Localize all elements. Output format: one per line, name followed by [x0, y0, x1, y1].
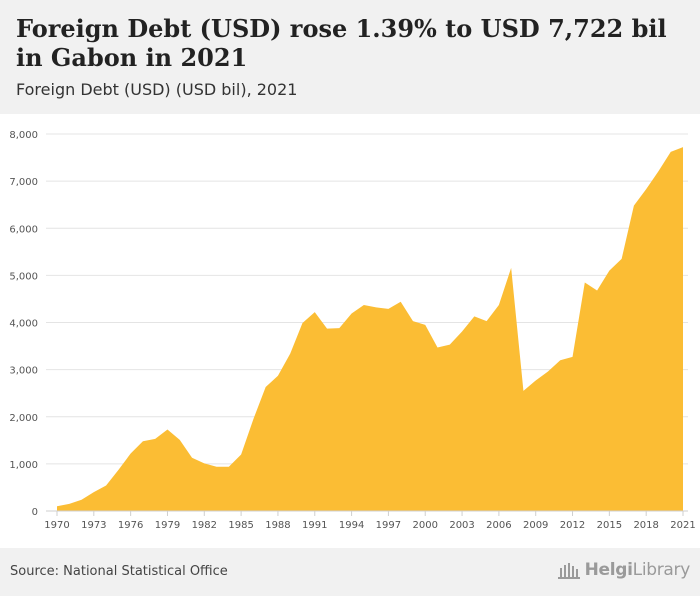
data-point-1993[interactable] [336, 325, 342, 331]
x-tick-label: 1994 [339, 520, 364, 531]
y-tick-label: 0 [32, 507, 38, 518]
data-point-2005[interactable] [484, 318, 490, 324]
y-tick-label: 4,000 [9, 319, 38, 330]
data-point-1972[interactable] [79, 497, 85, 503]
x-tick-label: 1991 [302, 520, 327, 531]
x-tick-label: 1997 [376, 520, 401, 531]
data-point-2006[interactable] [496, 302, 502, 308]
y-tick-label: 5,000 [9, 271, 38, 282]
data-point-1980[interactable] [177, 437, 183, 443]
x-tick-label: 1979 [155, 520, 180, 531]
y-tick-label: 8,000 [9, 130, 38, 141]
data-point-1995[interactable] [361, 302, 367, 308]
data-point-2000[interactable] [422, 322, 428, 328]
data-point-2019[interactable] [655, 168, 661, 174]
data-point-1983[interactable] [214, 464, 220, 470]
y-tick-label: 2,000 [9, 413, 38, 424]
data-point-2010[interactable] [545, 369, 551, 375]
data-point-1998[interactable] [398, 299, 404, 305]
data-point-1996[interactable] [373, 304, 379, 310]
header-band: Foreign Debt (USD) rose 1.39% to USD 7,7… [0, 0, 700, 114]
source-note: Source: National Statistical Office [10, 564, 228, 579]
data-point-1984[interactable] [226, 464, 232, 470]
data-point-2014[interactable] [594, 287, 600, 293]
x-tick-label: 2021 [670, 520, 695, 531]
x-tick-label: 1982 [192, 520, 217, 531]
library-building-icon [557, 563, 580, 579]
x-tick-label: 2015 [597, 520, 622, 531]
data-point-1991[interactable] [312, 309, 318, 315]
data-point-2021[interactable] [680, 144, 686, 150]
page-subtitle: Foreign Debt (USD) (USD bil), 2021 [16, 80, 298, 99]
data-point-2003[interactable] [459, 328, 465, 334]
logo-wordmark: HelgiLibrary [584, 560, 691, 580]
data-point-1977[interactable] [140, 438, 146, 444]
data-point-1981[interactable] [189, 455, 195, 461]
data-point-1976[interactable] [128, 451, 134, 457]
data-point-1986[interactable] [250, 416, 256, 422]
x-tick-label: 1970 [44, 520, 69, 531]
data-point-1979[interactable] [164, 426, 170, 432]
data-point-1978[interactable] [152, 436, 158, 442]
series-area [54, 144, 686, 511]
x-tick-label: 2018 [633, 520, 658, 531]
data-point-2015[interactable] [606, 268, 612, 274]
data-point-1973[interactable] [91, 489, 97, 495]
page-title: Foreign Debt (USD) rose 1.39% to USD 7,7… [16, 14, 667, 72]
x-tick-label: 1976 [118, 520, 143, 531]
data-point-2012[interactable] [570, 354, 576, 360]
data-point-2011[interactable] [557, 357, 563, 363]
logo-bold: Helgi [584, 560, 633, 580]
x-tick-label: 1985 [228, 520, 253, 531]
y-axis: 0 1,000 2,000 3,000 4,000 5,000 6,000 7,000 8,00… [9, 130, 38, 518]
data-point-2001[interactable] [435, 344, 441, 350]
data-point-1997[interactable] [385, 306, 391, 312]
x-tick-label: 2006 [486, 520, 511, 531]
data-point-1975[interactable] [115, 467, 121, 473]
data-point-1987[interactable] [263, 384, 269, 390]
data-point-1989[interactable] [287, 351, 293, 357]
foreign-debt-area [57, 147, 683, 511]
data-point-1990[interactable] [299, 320, 305, 326]
data-point-1988[interactable] [275, 373, 281, 379]
footer-band: Source: National Statistical Office Helg… [0, 548, 700, 596]
x-tick-label: 2000 [413, 520, 438, 531]
y-tick-label: 6,000 [9, 224, 38, 235]
data-point-1985[interactable] [238, 451, 244, 457]
logo-rest: Library [632, 560, 691, 580]
y-tick-label: 1,000 [9, 460, 38, 471]
data-point-2016[interactable] [619, 256, 625, 262]
area-chart: 0 1,000 2,000 3,000 4,000 5,000 6,000 7,000 8,00… [9, 130, 696, 531]
data-point-2017[interactable] [631, 203, 637, 209]
data-point-1970[interactable] [54, 503, 60, 509]
data-point-1982[interactable] [201, 460, 207, 466]
data-point-2007[interactable] [508, 265, 514, 271]
data-point-1971[interactable] [66, 501, 72, 507]
x-tick-label: 1973 [81, 520, 106, 531]
chart-area: 0 1,000 2,000 3,000 4,000 5,000 6,000 7,000 8,00… [0, 114, 700, 544]
data-point-2008[interactable] [520, 388, 526, 394]
x-tick-label: 2009 [523, 520, 548, 531]
x-tick-label: 2003 [449, 520, 474, 531]
data-point-1992[interactable] [324, 326, 330, 332]
helgi-library-logo[interactable]: HelgiLibrary [557, 560, 690, 580]
data-point-1974[interactable] [103, 483, 109, 489]
data-point-2009[interactable] [533, 377, 539, 383]
data-point-2013[interactable] [582, 279, 588, 285]
data-point-2002[interactable] [447, 342, 453, 348]
data-point-2018[interactable] [643, 186, 649, 192]
data-point-1994[interactable] [349, 311, 355, 317]
x-tick-label: 1988 [265, 520, 290, 531]
y-tick-label: 7,000 [9, 177, 38, 188]
y-tick-label: 3,000 [9, 366, 38, 377]
x-axis: 1970 1973 1976 1979 1982 1985 1988 1991 1994 1997… [44, 510, 696, 531]
data-point-1999[interactable] [410, 318, 416, 324]
data-point-2020[interactable] [668, 149, 674, 155]
x-tick-label: 2012 [560, 520, 585, 531]
data-point-2004[interactable] [471, 313, 477, 319]
